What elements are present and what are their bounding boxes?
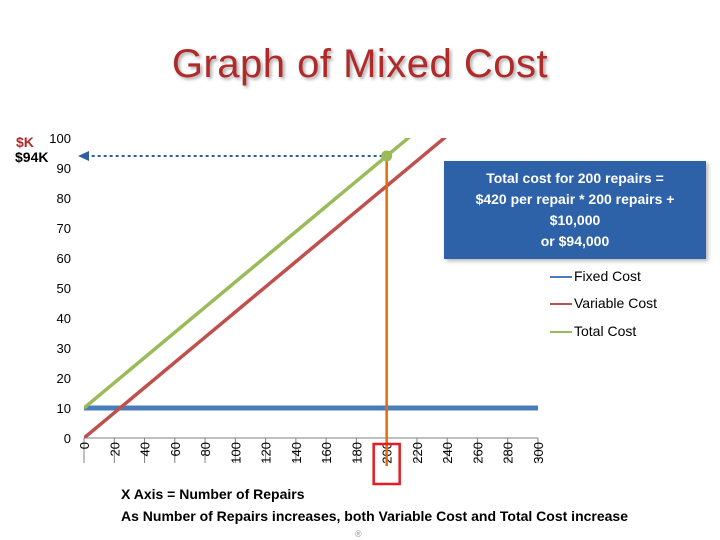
x-tick-label: 120 <box>259 442 274 464</box>
y-tick-label: 80 <box>57 191 71 206</box>
highlight-arrowhead <box>78 151 89 161</box>
y-tick-label: 70 <box>57 221 71 236</box>
legend-label: Variable Cost <box>574 295 658 311</box>
summary-note: As Number of Repairs increases, both Var… <box>121 508 629 524</box>
y-tick-label: 100 <box>49 131 71 146</box>
legend-item-variable: Variable Cost <box>550 295 657 311</box>
y-unit-label: $K <box>16 134 34 150</box>
legend-label: Total Cost <box>574 323 637 339</box>
highlight-box <box>372 442 401 486</box>
x-tick-label: 60 <box>168 442 183 456</box>
y-tick-label: 30 <box>57 341 71 356</box>
x-tick-label: 260 <box>470 442 485 464</box>
callout-line: $420 per repair * 200 repairs + <box>475 191 675 207</box>
legend-item-fixed: Fixed Cost <box>550 268 641 284</box>
y-tick-label: 60 <box>57 251 71 266</box>
x-tick-label: 40 <box>138 442 153 456</box>
callout-line: Total cost for 200 repairs = <box>486 170 664 186</box>
y-tick-label: 90 <box>57 161 71 176</box>
y-tick-label: 20 <box>57 371 71 386</box>
y-tick-label: 0 <box>64 431 71 446</box>
x-tick-label: 140 <box>289 442 304 464</box>
x-tick-label: 20 <box>107 442 122 456</box>
legend-label: Fixed Cost <box>574 268 641 284</box>
y-tick-label: 50 <box>57 281 71 296</box>
x-axis-note: X Axis = Number of Repairs <box>121 486 305 502</box>
y-tick-label: 40 <box>57 311 71 326</box>
x-tick-label: 160 <box>319 442 334 464</box>
series-line-variable-cost <box>84 138 448 438</box>
y-tick-label: 10 <box>57 401 71 416</box>
chart-axes: 0 10 20 30 40 50 60 70 80 90 100 0 20 40 60 80 100 120 140… <box>49 131 546 464</box>
legend-swatch-variable <box>550 303 572 306</box>
x-tick-label: 0 <box>77 442 92 449</box>
legend-swatch-total <box>550 331 572 334</box>
x-tick-label: 180 <box>349 442 364 464</box>
series-line-total-cost <box>84 138 412 410</box>
x-tick-label: 240 <box>440 442 455 464</box>
highlight-point <box>381 150 393 162</box>
x-tick-label: 100 <box>228 442 243 464</box>
highlight-overlay <box>78 150 401 486</box>
callout-line: or $94,000 <box>540 233 610 249</box>
page-title: Graph of Mixed Cost <box>171 42 549 86</box>
x-tick-label: 280 <box>501 442 516 464</box>
x-tick-label: 220 <box>410 442 425 464</box>
callout-box: Total cost for 200 repairs = $420 per re… <box>444 161 706 259</box>
x-tick-label: 300 <box>531 442 546 464</box>
callout-line: $10,000 <box>549 212 601 228</box>
series-layer <box>84 138 538 438</box>
x-tick-label: 80 <box>198 442 213 456</box>
legend-item-total: Total Cost <box>550 323 636 339</box>
footer-mark: ® <box>355 529 362 539</box>
legend-swatch-fixed <box>550 276 572 279</box>
marker-label: $94K <box>15 149 48 165</box>
